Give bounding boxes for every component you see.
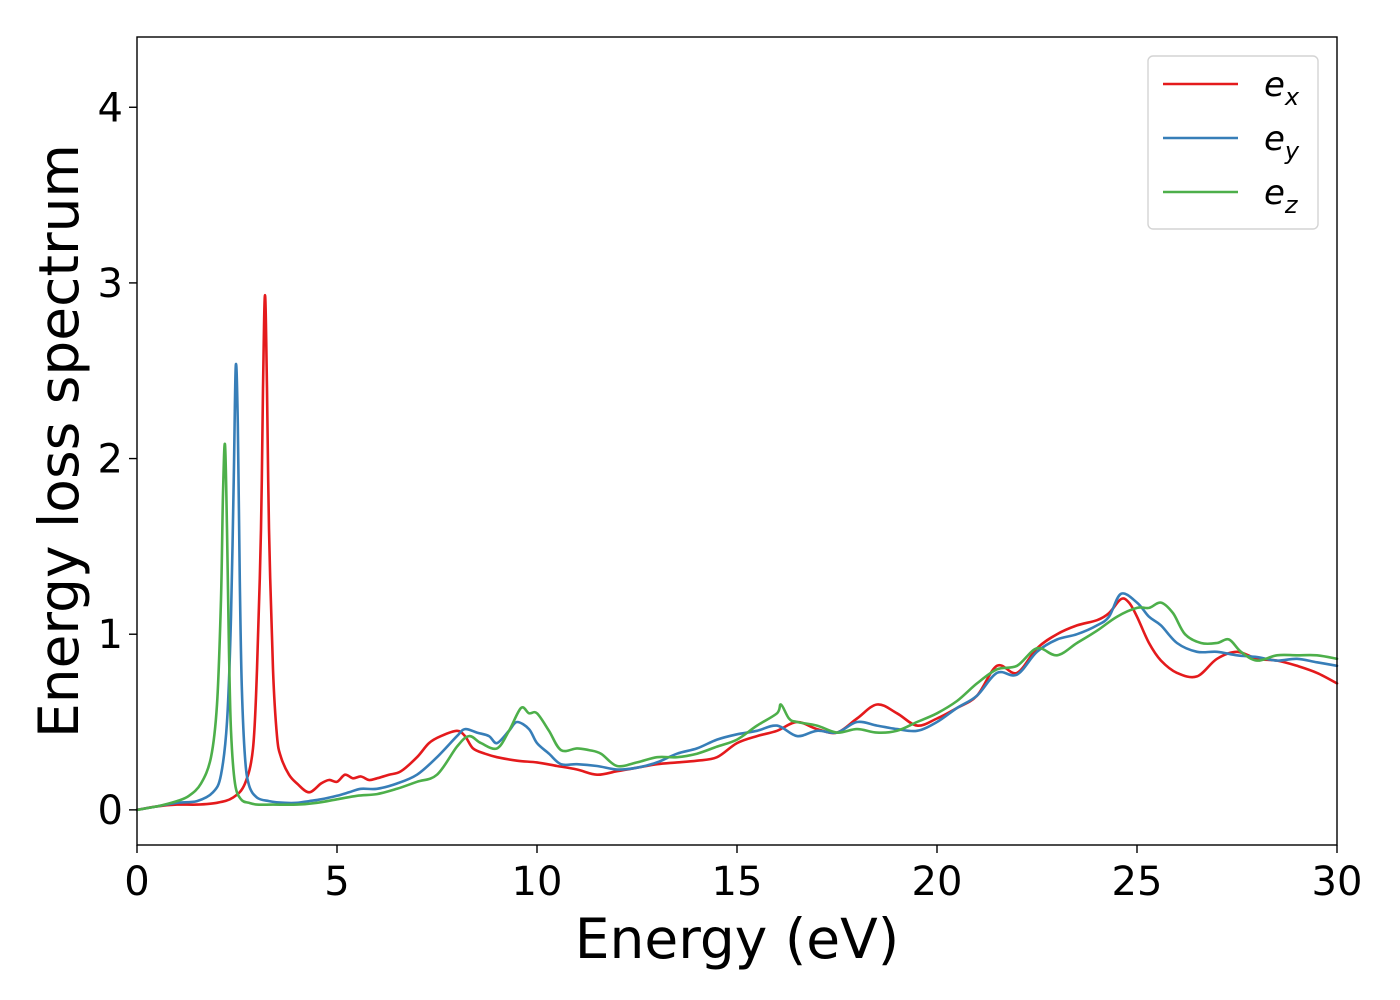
legend-label-y: ey [1264,119,1300,165]
y-tick-label: 0 [98,788,123,834]
x-tick-label: 20 [912,859,963,905]
legend-label-base: e [1264,119,1285,159]
series-line-y [135,362,1339,812]
x-axis-label: Energy (eV) [575,907,899,971]
legend-label-subscript: x [1284,83,1300,111]
x-axis-ticks: 0 5 10 15 20 25 30 [124,845,1362,905]
x-tick-label: 0 [124,859,149,905]
y-tick-label: 2 [98,437,123,483]
y-tick-label: 3 [98,261,123,307]
x-tick-label: 30 [1312,859,1363,905]
legend-label-x: ex [1264,65,1300,111]
y-tick-label: 1 [98,612,123,658]
series-layer [135,293,1339,812]
series-line-x [135,293,1339,812]
legend-label-base: e [1264,173,1285,213]
legend-label-base: e [1264,65,1285,105]
legend-box [1147,55,1319,230]
legend-label-subscript: z [1284,191,1299,219]
x-tick-label: 5 [324,859,349,905]
legend-label-z: ez [1264,173,1299,219]
x-tick-label: 25 [1112,859,1163,905]
x-tick-label: 10 [512,859,563,905]
legend-label-subscript: y [1284,137,1300,165]
x-tick-label: 15 [712,859,763,905]
y-tick-label: 4 [98,85,123,131]
y-axis-label: Energy loss spectrum [27,144,91,738]
y-axis-ticks: 0 1 2 3 4 [98,85,137,834]
series-line-z [135,442,1339,812]
